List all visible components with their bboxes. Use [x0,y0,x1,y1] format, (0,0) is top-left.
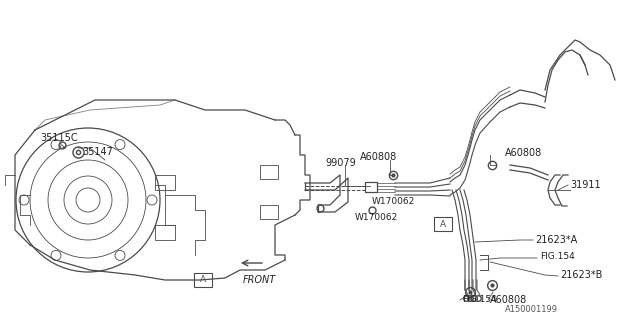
Text: A60808: A60808 [360,152,397,162]
Bar [260,165,278,179]
Bar [365,182,377,192]
FancyBboxPatch shape [434,217,452,231]
Text: 31911: 31911 [570,180,600,190]
Text: A60808: A60808 [490,295,527,305]
Text: A150001199: A150001199 [505,305,558,314]
Text: 35115C: 35115C [40,133,77,143]
Text: 21623*B: 21623*B [560,270,602,280]
Bar [260,205,278,219]
Text: W170062: W170062 [372,197,415,206]
Text: W170062: W170062 [355,213,398,222]
FancyBboxPatch shape [194,273,212,287]
Text: FIG.154: FIG.154 [462,295,497,304]
Text: 35147: 35147 [82,147,113,157]
Text: A60808: A60808 [505,148,542,158]
Text: 21623*A: 21623*A [535,235,577,245]
Bar [155,225,175,240]
Text: 99079: 99079 [325,158,356,168]
Text: A: A [200,276,206,284]
Text: A: A [440,220,446,228]
Text: FIG.154: FIG.154 [540,252,575,261]
Text: FRONT: FRONT [243,275,276,285]
Bar [155,175,175,190]
